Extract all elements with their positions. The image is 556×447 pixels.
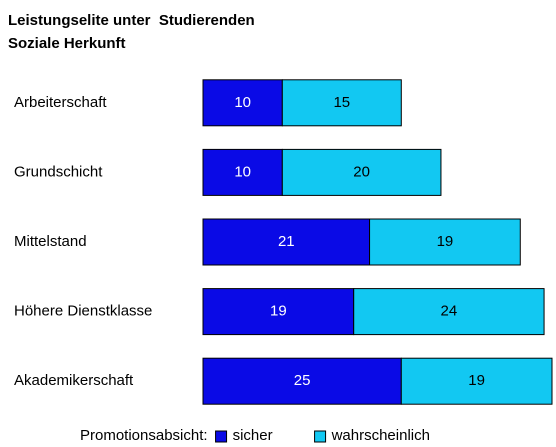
data-label: 20 xyxy=(353,163,370,180)
data-label: 19 xyxy=(468,372,485,389)
data-label: 19 xyxy=(437,233,454,250)
legend-swatch xyxy=(215,430,228,443)
category-label: Grundschicht xyxy=(14,163,103,180)
data-label: 25 xyxy=(294,372,311,389)
legend-label: sicher xyxy=(233,427,273,444)
legend-title: Promotionsabsicht: xyxy=(80,427,208,444)
category-label: Mittelstand xyxy=(14,233,87,250)
data-label: 21 xyxy=(278,233,295,250)
bar-segment xyxy=(369,218,521,266)
category-label: Akademikerschaft xyxy=(14,372,134,389)
data-label: 19 xyxy=(270,303,287,320)
chart-subtitle: Soziale Herkunft xyxy=(8,35,126,52)
legend-label: wahrscheinlich xyxy=(331,427,430,444)
bar-segment xyxy=(281,148,442,196)
bar-segment xyxy=(202,218,371,266)
bar-segment xyxy=(202,79,283,127)
category-label: Arbeiterschaft xyxy=(14,94,107,111)
legend-swatch xyxy=(314,430,327,443)
data-label: 24 xyxy=(441,303,458,320)
chart-title: Leistungselite unter Studierenden xyxy=(8,12,255,29)
bar-segment xyxy=(202,357,402,405)
bar-segment xyxy=(202,148,283,196)
bar-segment xyxy=(400,357,553,405)
bar-segment xyxy=(202,288,355,336)
category-label: Höhere Dienstklasse xyxy=(14,303,152,320)
data-label: 10 xyxy=(234,163,251,180)
bar-segment xyxy=(281,79,402,127)
data-label: 15 xyxy=(333,94,350,111)
data-label: 10 xyxy=(234,94,251,111)
bar-segment xyxy=(353,288,545,336)
